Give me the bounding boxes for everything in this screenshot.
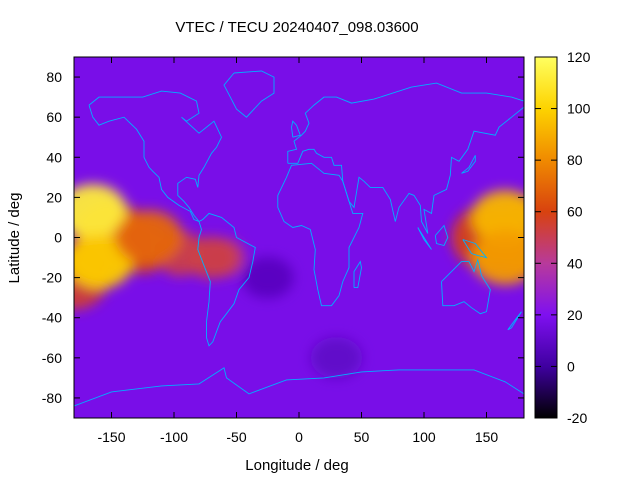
coastline-africa	[277, 162, 364, 307]
heatmap-equatorial-band-americas	[185, 236, 238, 279]
y-axis: 80 60 40 20 0 -20 -40 -60 -80	[42, 69, 524, 406]
heatmap-area	[74, 57, 524, 418]
coastlines	[74, 70, 524, 407]
coastline-antarctica	[74, 367, 524, 407]
y-tick-label: -60	[42, 350, 62, 366]
x-axis: -150 -100 -50 0 50 100 150	[97, 57, 498, 445]
colorbar	[534, 56, 558, 419]
y-tick-label: 20	[46, 189, 62, 205]
x-tick-label: -150	[97, 429, 125, 445]
colorbar-tick-label: 40	[567, 255, 583, 271]
y-tick-label: -20	[42, 270, 62, 286]
x-axis-label: Longitude / deg	[245, 457, 348, 474]
colorbar-tick-label: 0	[567, 358, 575, 374]
x-tick-label: 100	[412, 429, 436, 445]
heatmap-intensity-layer	[74, 184, 524, 379]
colorbar-axis: 120 100 80 60 40 20 0 -20	[535, 49, 591, 426]
coastline-uk	[291, 120, 301, 138]
heatmap-equatorial-peak-australia	[471, 230, 524, 285]
x-tick-label: 150	[475, 429, 499, 445]
coastline-madagascar	[353, 260, 362, 289]
colorbar-tick-label: -20	[567, 410, 587, 426]
x-tick-label: -100	[160, 429, 188, 445]
coastline-new-guinea	[462, 239, 488, 259]
y-tick-label: 80	[46, 69, 62, 85]
heatmap-pacific-anomaly-crest	[115, 210, 183, 265]
y-tick-label: 40	[46, 149, 62, 165]
x-tick-label: 50	[354, 429, 370, 445]
x-tick-label: 0	[295, 429, 303, 445]
y-axis-label: Latitude / deg	[6, 193, 23, 284]
coastline-sumatra	[417, 227, 432, 250]
coastline-eurasia	[287, 82, 524, 234]
y-tick-label: 60	[46, 109, 62, 125]
colorbar-tick-label: 20	[567, 307, 583, 323]
coastline-australia	[441, 257, 491, 315]
coastline-new-zealand	[507, 311, 522, 331]
coastline-north-america	[88, 90, 222, 222]
colorbar-tick-label: 120	[567, 49, 591, 65]
colorbar-tick-label: 100	[567, 101, 591, 117]
y-tick-label: -40	[42, 310, 62, 326]
heatmap-equatorial-peak-pacific-north	[74, 184, 127, 239]
coastline-borneo	[434, 224, 449, 247]
y-tick-label: 0	[54, 230, 62, 246]
x-tick-label: -50	[226, 429, 246, 445]
colorbar-tick-label: 60	[567, 204, 583, 220]
heatmap-atlantic-minimum	[241, 256, 294, 299]
coastline-greenland	[223, 70, 275, 118]
heatmap-south-atlantic-low	[310, 337, 363, 379]
coastline-south-america	[197, 212, 256, 347]
coastline-japan	[461, 155, 476, 174]
y-tick-label: -80	[42, 390, 62, 406]
chart-title: VTEC / TECU 20240407_098.03600	[175, 19, 418, 36]
colorbar-tick-label: 80	[567, 152, 583, 168]
